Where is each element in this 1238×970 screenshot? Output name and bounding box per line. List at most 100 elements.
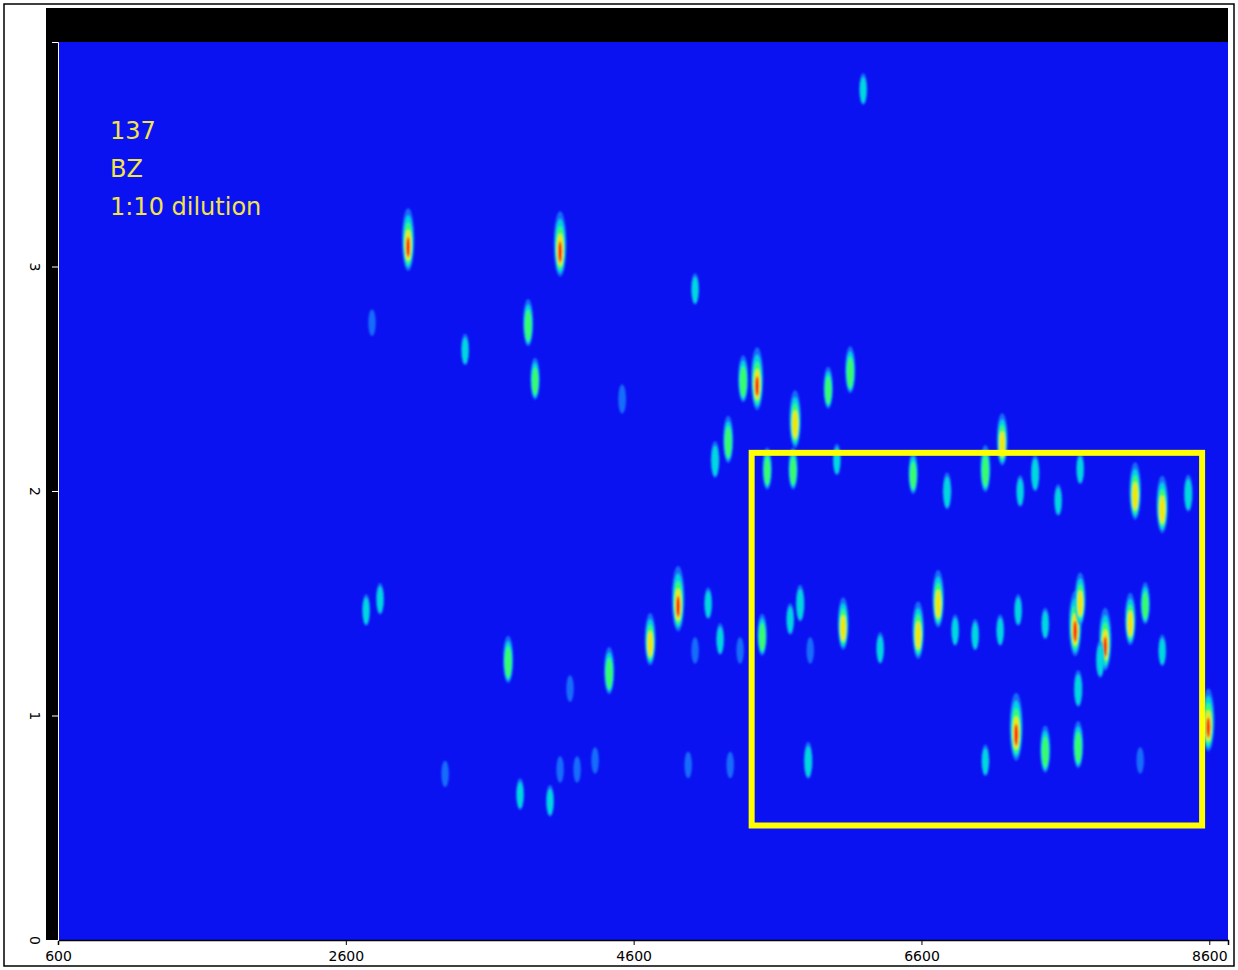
x-tick-mark bbox=[921, 940, 922, 945]
peak-level bbox=[860, 77, 867, 103]
peak-level bbox=[377, 587, 384, 613]
peak-level bbox=[1074, 727, 1082, 766]
peak-level bbox=[1096, 641, 1105, 678]
peak-level bbox=[1132, 482, 1138, 510]
peak-level bbox=[997, 413, 1008, 465]
peak bbox=[971, 619, 979, 651]
x-tick-label: 600 bbox=[45, 948, 72, 964]
y-tick: 1 bbox=[27, 712, 58, 721]
peak-level bbox=[1078, 591, 1083, 617]
peak-level bbox=[705, 591, 712, 617]
peak-level bbox=[840, 609, 847, 644]
peak-level bbox=[1159, 638, 1166, 664]
peak bbox=[402, 208, 414, 271]
peak-level bbox=[751, 347, 763, 410]
peak-level bbox=[796, 585, 805, 622]
peak-level bbox=[1032, 459, 1039, 490]
peak-level bbox=[1014, 724, 1018, 746]
peak-level bbox=[1141, 587, 1149, 622]
peak-level bbox=[790, 457, 796, 485]
peak-level bbox=[1042, 736, 1049, 767]
peak-level bbox=[524, 304, 532, 343]
peak-level bbox=[704, 587, 712, 619]
peak-level bbox=[786, 603, 794, 635]
peak bbox=[1074, 670, 1083, 707]
peak bbox=[751, 347, 763, 410]
peak-level bbox=[833, 444, 841, 476]
y-tick: 3 bbox=[27, 263, 58, 272]
peak-level bbox=[971, 619, 979, 651]
peak-level bbox=[804, 742, 813, 779]
x-axis-line bbox=[59, 941, 1229, 946]
peak-level bbox=[504, 641, 512, 680]
peak bbox=[1031, 455, 1040, 492]
peak bbox=[823, 367, 833, 409]
x-tick-label: 2600 bbox=[329, 948, 365, 964]
peak-level bbox=[1074, 670, 1083, 707]
peak-level bbox=[1126, 599, 1135, 642]
peak-level bbox=[1017, 479, 1024, 505]
peak-level bbox=[982, 748, 989, 774]
peak-level bbox=[711, 445, 718, 476]
peak-level bbox=[648, 631, 653, 657]
peak-level bbox=[368, 309, 375, 335]
annotation: BZ bbox=[110, 155, 143, 183]
peak-level bbox=[982, 456, 989, 487]
peak bbox=[604, 647, 614, 694]
peak-level bbox=[1010, 693, 1023, 761]
peak bbox=[951, 614, 959, 646]
peak bbox=[691, 273, 699, 305]
peak-level bbox=[557, 234, 563, 266]
peak-level bbox=[531, 363, 539, 398]
peak-level bbox=[723, 416, 733, 463]
peak-level bbox=[876, 632, 884, 664]
peak-level bbox=[376, 583, 384, 615]
peak-level bbox=[934, 583, 942, 621]
peak-level bbox=[566, 675, 573, 701]
peak-level bbox=[791, 404, 799, 442]
peak-level bbox=[1076, 579, 1085, 622]
y-tick-label: 2 bbox=[27, 487, 43, 496]
peak bbox=[1040, 726, 1050, 773]
peak-level bbox=[932, 570, 944, 628]
y-tick-mark bbox=[52, 267, 58, 268]
peak-level bbox=[684, 752, 691, 778]
peak bbox=[1156, 476, 1168, 534]
peak-level bbox=[838, 597, 849, 649]
peak bbox=[786, 603, 794, 635]
peak-level bbox=[573, 756, 580, 782]
peak-level bbox=[1185, 479, 1192, 510]
y-tick-label: 1 bbox=[27, 712, 43, 721]
chart: 137BZ1:10 dilution6002600460066008600012… bbox=[0, 0, 1238, 970]
peak bbox=[1073, 721, 1083, 768]
peak-level bbox=[1129, 462, 1141, 520]
peak-level bbox=[845, 346, 855, 393]
annotation: 137 bbox=[110, 117, 156, 145]
peak-level bbox=[672, 566, 685, 631]
peak bbox=[845, 346, 855, 393]
peak-level bbox=[913, 608, 923, 656]
peak bbox=[1137, 747, 1144, 773]
peak-level bbox=[1011, 701, 1022, 757]
x-tick-mark bbox=[346, 940, 347, 945]
peak bbox=[789, 390, 801, 448]
peak-level bbox=[1012, 708, 1021, 753]
peak-level bbox=[754, 369, 760, 400]
peak-level bbox=[618, 384, 626, 413]
x-tick-label: 8600 bbox=[1192, 948, 1228, 964]
peak-level bbox=[951, 614, 959, 646]
peak-level bbox=[755, 376, 759, 396]
peak-level bbox=[736, 637, 743, 663]
peak-level bbox=[556, 756, 563, 782]
peak bbox=[591, 747, 598, 773]
peak bbox=[981, 745, 989, 777]
peak-level bbox=[1014, 594, 1022, 626]
y-tick: 2 bbox=[27, 487, 58, 496]
y-tick-mark bbox=[52, 716, 58, 717]
x-tick: 4600 bbox=[616, 940, 652, 964]
peak-level bbox=[1015, 598, 1022, 624]
x-tick-label: 6600 bbox=[904, 948, 940, 964]
peak-level bbox=[1042, 611, 1049, 637]
peak-level bbox=[877, 636, 884, 662]
peak-level bbox=[362, 594, 370, 626]
